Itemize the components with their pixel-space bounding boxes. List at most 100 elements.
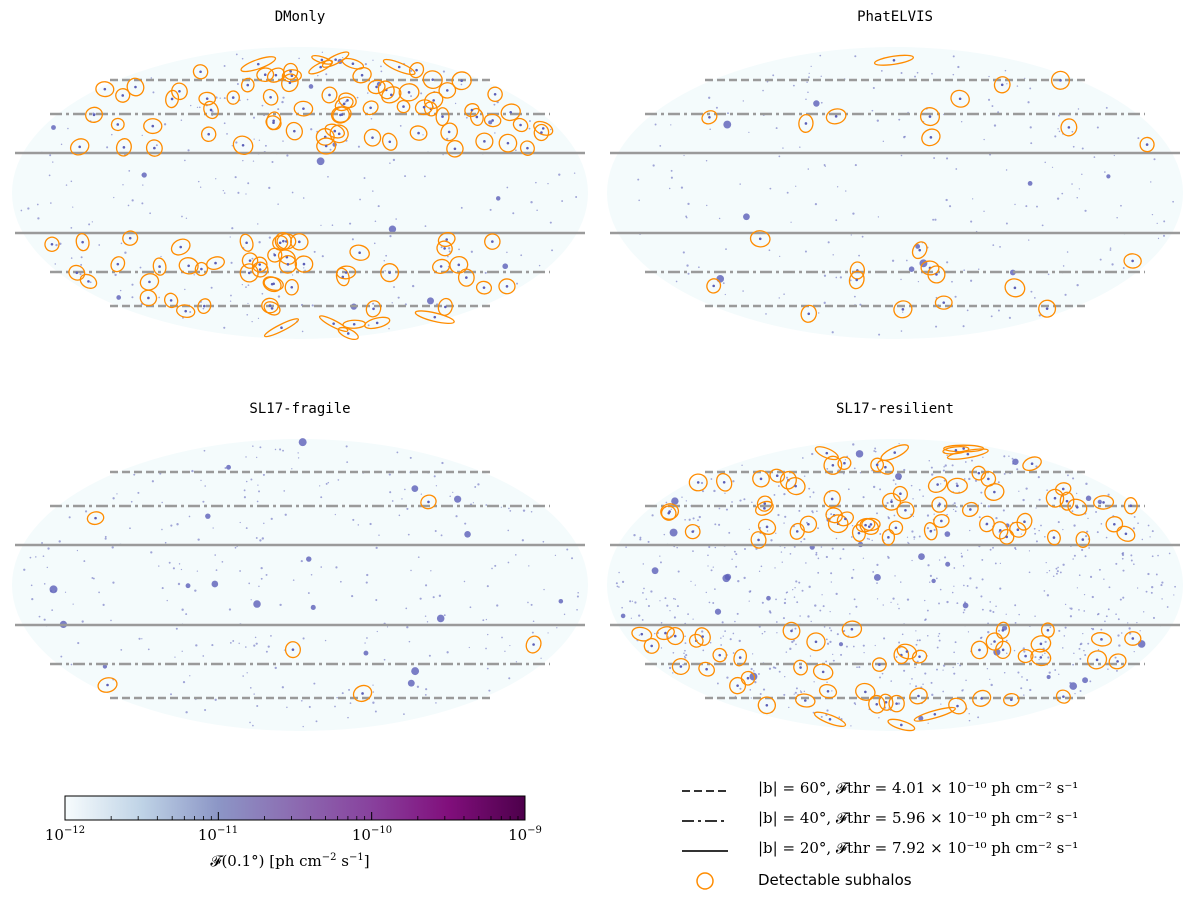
point-source: [246, 313, 249, 316]
point-source: [520, 254, 523, 257]
point-source: [230, 261, 233, 264]
point-source: [389, 235, 392, 238]
point-source: [1147, 524, 1150, 527]
point-source: [302, 637, 305, 640]
point-source: [813, 681, 815, 683]
subhalo-center: [1124, 532, 1128, 536]
subhalo-center: [1013, 286, 1017, 290]
point-source: [922, 495, 924, 497]
point-source: [784, 675, 786, 678]
point-source: [180, 568, 183, 571]
point-source: [141, 172, 147, 178]
point-source: [496, 604, 499, 607]
subhalo-marker: [818, 683, 838, 699]
subhalo-marker: [750, 531, 767, 549]
subhalo-marker: [278, 254, 298, 274]
point-source: [726, 676, 729, 679]
skymap-sl17-fragile: [12, 438, 588, 731]
legend-label: Detectable subhalos: [758, 871, 912, 889]
point-source: [1114, 656, 1117, 659]
subhalo-center: [826, 689, 830, 693]
point-source: [670, 169, 673, 172]
point-source: [372, 691, 375, 693]
point-source: [1120, 632, 1123, 634]
subhalo-marker: [1016, 512, 1033, 531]
subhalo-marker: [688, 633, 704, 648]
point-source: [538, 264, 541, 267]
point-source: [826, 709, 829, 712]
point-source: [805, 521, 808, 524]
point-source: [442, 70, 446, 73]
subhalo-center: [344, 271, 348, 274]
subhalo-marker: [1105, 516, 1124, 533]
point-source: [735, 565, 738, 568]
point-source: [856, 666, 858, 669]
point-source: [823, 274, 827, 277]
subhalo-center: [519, 123, 522, 127]
subhalo-center: [122, 146, 126, 149]
point-source: [763, 630, 766, 633]
point-source: [223, 122, 226, 125]
point-source: [388, 327, 390, 330]
point-source: [1083, 610, 1086, 612]
point-source: [972, 198, 974, 200]
subhalo-center: [298, 240, 301, 244]
point-source: [872, 86, 875, 90]
point-source: [826, 467, 829, 470]
point-source: [313, 250, 316, 253]
point-source: [1155, 573, 1158, 576]
point-source: [990, 315, 993, 318]
point-source: [49, 154, 52, 157]
subhalo-center: [272, 119, 275, 123]
point-source: [969, 577, 972, 580]
subhalo-marker: [263, 318, 300, 338]
point-source: [845, 190, 847, 192]
point-source: [1071, 510, 1074, 513]
point-source: [795, 580, 798, 583]
point-source: [1035, 507, 1037, 509]
subhalo-marker: [972, 689, 992, 707]
point-source: [1118, 644, 1121, 647]
subhalo-marker: [1004, 278, 1026, 298]
point-source: [631, 600, 634, 602]
subhalo-marker: [95, 81, 115, 98]
point-source: [302, 725, 304, 728]
point-source: [963, 584, 965, 587]
point-source: [129, 527, 131, 530]
point-source: [682, 663, 685, 666]
point-source: [955, 506, 958, 508]
point-source: [259, 539, 262, 542]
point-source: [1035, 540, 1038, 543]
subhalo-marker: [308, 59, 334, 75]
subhalo-marker: [500, 103, 521, 122]
point-source: [1018, 613, 1020, 616]
subhalo-marker: [887, 718, 916, 732]
point-source: [783, 293, 785, 295]
subhalo-center: [954, 448, 958, 452]
subhalo-center: [445, 89, 449, 92]
point-source: [783, 522, 785, 524]
point-source: [152, 91, 155, 94]
point-source: [430, 570, 432, 572]
point-source: [302, 197, 305, 199]
point-source: [1048, 671, 1051, 674]
subhalo-marker: [793, 659, 808, 676]
subhalo-center: [337, 132, 341, 136]
subhalo-marker: [688, 473, 708, 492]
point-source: [700, 481, 704, 485]
subhalo-center: [258, 268, 262, 271]
point-source: [170, 524, 173, 527]
subhalo-marker: [414, 310, 455, 325]
subhalo-center: [1024, 654, 1027, 658]
point-source: [120, 648, 123, 651]
point-source: [999, 246, 1001, 248]
point-source: [775, 598, 777, 601]
point-source: [677, 570, 680, 573]
subhalo-center: [799, 666, 802, 669]
point-source: [638, 614, 641, 617]
subhalo-center: [87, 280, 90, 283]
point-source: [735, 553, 738, 556]
point-source: [214, 698, 217, 701]
subhalo-center: [746, 676, 750, 680]
subhalo-center: [718, 653, 722, 657]
